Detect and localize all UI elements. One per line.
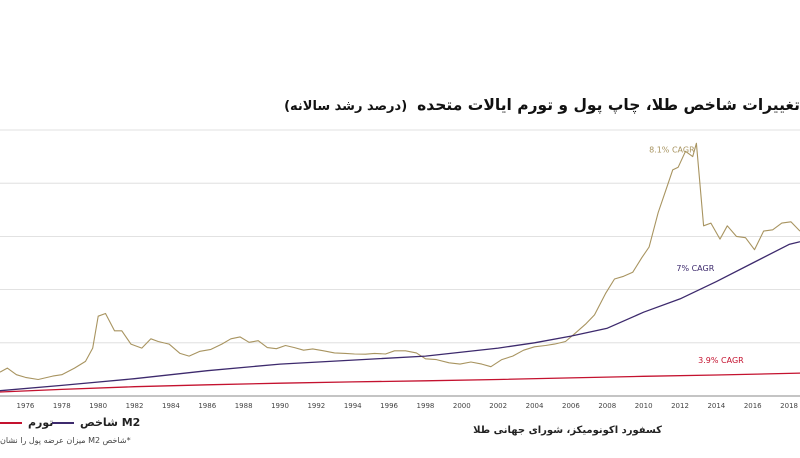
- legend-item-m2: شاخص M2: [52, 416, 140, 429]
- x-tick-label: 2014: [707, 402, 725, 410]
- series-label-gold: 8.1% CAGR: [649, 146, 695, 155]
- series-line-gold: [0, 142, 800, 381]
- x-tick-label: 1988: [235, 402, 253, 410]
- x-tick-label: 2000: [453, 402, 471, 410]
- x-tick-label: 1996: [380, 402, 398, 410]
- series-labels: 8.1% CAGR 7% CAGR 3.9% CAGR: [649, 146, 744, 365]
- gridlines: [0, 129, 800, 397]
- series-label-m2: 7% CAGR: [676, 264, 714, 273]
- legend-label-inflation: تورم: [28, 416, 54, 429]
- x-tick-label: 2010: [635, 402, 653, 410]
- x-tick-label: 2006: [562, 402, 580, 410]
- chart-title-text: تغییرات شاخص طلا، چاپ پول و تورم ایالات …: [417, 96, 800, 114]
- chart-subtitle: (درصد رشد سالانه): [284, 99, 408, 114]
- x-tick-label: 2018: [780, 402, 798, 410]
- legend-swatch-m2: [52, 421, 74, 424]
- x-tick-label: 1994: [344, 402, 362, 410]
- source-note: کسفورد اکونومیکز، شورای جهانی طلا: [473, 425, 662, 436]
- x-tick-label: 1992: [307, 402, 325, 410]
- series-line-m2: [0, 241, 800, 392]
- legend-swatch-inflation: [0, 421, 22, 424]
- x-tick-label: 1990: [271, 402, 289, 410]
- chart-title: تغییرات شاخص طلا، چاپ پول و تورم ایالات …: [0, 96, 800, 114]
- legend-item-inflation: تورم: [0, 416, 53, 429]
- series-lines: [0, 142, 800, 393]
- x-tick-label: 1982: [126, 402, 144, 410]
- x-tick-label: 1978: [53, 402, 71, 410]
- x-tick-label: 1986: [198, 402, 216, 410]
- x-tick-label: 1984: [162, 402, 180, 410]
- x-axis-ticks: 1976 1978 1980 1982 1984 1986 1988 1990 1992 1994…: [17, 402, 798, 410]
- x-tick-label: 2008: [598, 402, 616, 410]
- x-tick-label: 1976: [17, 402, 35, 410]
- legend-label-m2: شاخص M2: [80, 416, 141, 429]
- series-label-inflation: 3.9% CAGR: [698, 356, 744, 365]
- x-tick-label: 2012: [671, 402, 689, 410]
- footnote: *شاخص M2 میزان عرضه پول را نشان: [0, 436, 131, 445]
- x-tick-label: 2016: [744, 402, 762, 410]
- x-tick-label: 1998: [417, 402, 435, 410]
- x-tick-label: 1980: [89, 402, 107, 410]
- x-tick-label: 2004: [526, 402, 544, 410]
- x-tick-label: 2002: [489, 402, 507, 410]
- series-line-inflation: [0, 372, 800, 393]
